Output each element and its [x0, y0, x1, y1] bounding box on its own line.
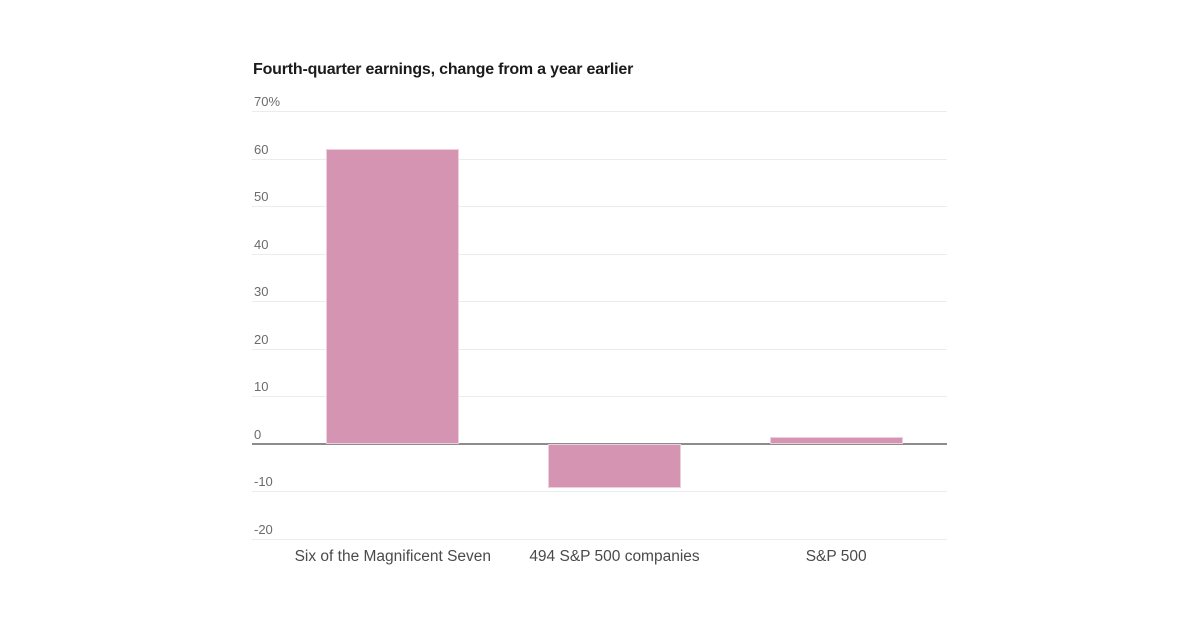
gridline	[252, 348, 947, 350]
y-tick-label: 50	[254, 189, 269, 205]
gridline	[252, 301, 947, 303]
y-tick-label: -10	[254, 474, 273, 490]
y-tick-label: 60	[254, 141, 269, 157]
y-tick-label: 0	[254, 426, 262, 442]
plot-area: 70% 60 50 40 30 20 10 0 -10 -20 Six of the Magnifi…	[252, 94, 947, 565]
y-tick-label: -20	[254, 522, 273, 537]
y-tick-label: 20	[254, 331, 269, 347]
x-category-label: 494 S&P 500 companies	[529, 548, 700, 565]
gridline	[252, 158, 947, 160]
gridline	[252, 253, 947, 255]
bar-494-s-p-500-companies	[548, 443, 681, 489]
y-tick-label: 70%	[254, 94, 281, 109]
gridline	[252, 206, 947, 208]
y-tick-label: 40	[254, 236, 269, 252]
chart-title: Fourth-quarter earnings, change from a y…	[253, 61, 634, 78]
bar-s-p-500	[769, 436, 903, 444]
x-category-label: S&P 500	[805, 548, 867, 565]
gridline	[252, 491, 947, 493]
bar-six-of-the-magnificent-seven	[326, 149, 460, 444]
gridline	[252, 396, 947, 398]
y-tick-label: 30	[254, 284, 269, 300]
gridline	[252, 539, 947, 540]
gridline	[252, 111, 947, 112]
x-category-label: Six of the Magnificent Seven	[294, 548, 492, 565]
y-tick-label: 10	[254, 379, 269, 395]
